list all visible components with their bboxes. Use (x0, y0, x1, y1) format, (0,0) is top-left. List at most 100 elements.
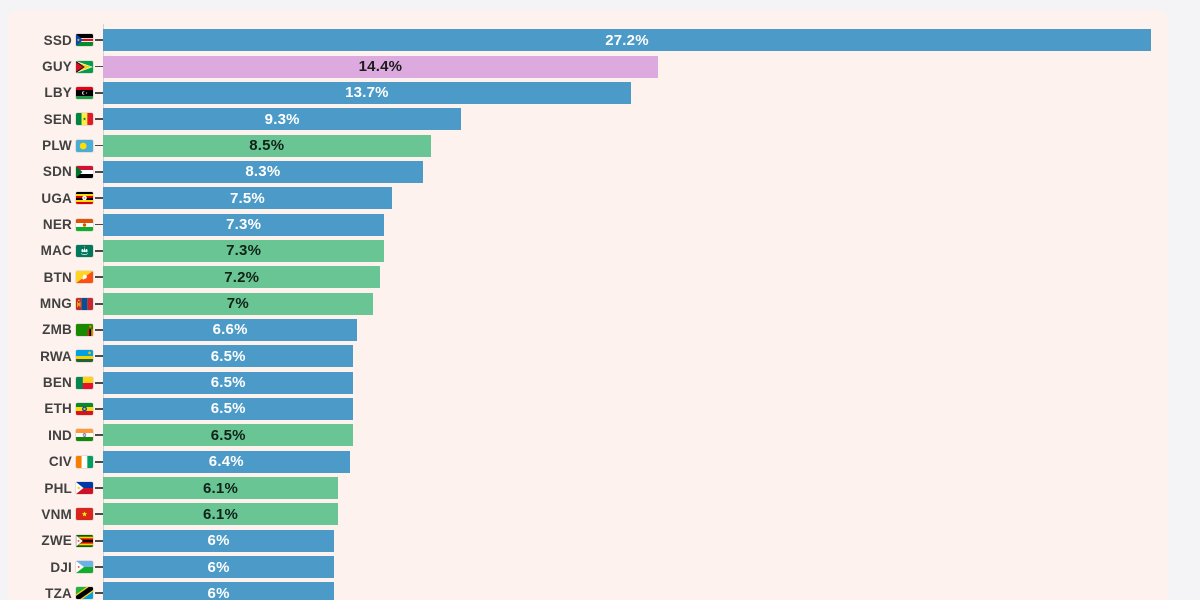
tick-mark-icon (95, 592, 103, 595)
category-label: GUY (42, 59, 72, 75)
bar[interactable]: 6.6% (103, 318, 358, 341)
tick-mark-icon (95, 434, 103, 437)
category-label-group: IND (8, 428, 103, 443)
tick-mark-icon (95, 197, 103, 200)
bar-value-label: 6.4% (208, 453, 244, 471)
bar-track: 6% (103, 529, 1151, 552)
bar[interactable]: 7% (103, 292, 373, 315)
bar-value-label: 8.5% (249, 137, 285, 155)
bar[interactable]: 6.5% (103, 424, 354, 447)
category-label: CIV (48, 454, 72, 470)
bar-track: 8.5% (103, 134, 1151, 157)
tick-mark-icon (95, 276, 103, 279)
bar[interactable]: 7.5% (103, 187, 392, 210)
category-label-group: UGA (8, 191, 103, 206)
category-label: BEN (42, 375, 72, 391)
bar-value-label: 27.2% (605, 31, 649, 49)
tick-mark-icon (95, 250, 103, 252)
bar[interactable]: 6.1% (103, 477, 339, 500)
bar-track: 14.4% (103, 55, 1151, 78)
bar[interactable]: 6.1% (103, 503, 339, 526)
flag-mac-icon (76, 244, 93, 257)
chart-card: SSD 27.2% GUY 14.4% LBY (8, 10, 1168, 600)
flag-lby-icon (76, 86, 93, 99)
bar-value-label: 6.5% (210, 374, 246, 392)
chart-row: MAC 7.3% (8, 238, 1168, 264)
bar-value-label: 7.3% (226, 242, 262, 260)
chart-row: VNM 6.1% (8, 501, 1168, 527)
chart-row: ETH 6.5% (8, 396, 1168, 422)
tick-mark-icon (95, 170, 103, 173)
bar[interactable]: 6.5% (103, 371, 354, 394)
category-label-group: CIV (8, 454, 103, 469)
chart-row: PLW 8.5% (8, 132, 1168, 158)
category-label: ZWE (41, 533, 72, 549)
bar[interactable]: 7.3% (103, 239, 385, 262)
chart-row: MNG 7% (8, 290, 1168, 316)
tick-mark-icon (95, 39, 103, 42)
tick-mark-icon (95, 329, 103, 331)
chart-row: SEN 9.3% (8, 106, 1168, 132)
bar[interactable]: 6% (103, 582, 335, 600)
chart-row: CIV 6.4% (8, 449, 1168, 475)
bar[interactable]: 9.3% (103, 108, 462, 131)
category-label-group: LBY (8, 85, 103, 100)
bar-track: 6.5% (103, 371, 1151, 394)
category-label-group: BTN (8, 270, 103, 285)
bar-track: 27.2% (103, 29, 1151, 52)
chart-row: PHL 6.1% (8, 475, 1168, 501)
bar[interactable]: 7.3% (103, 213, 385, 236)
tick-mark-icon (95, 381, 103, 384)
bar-value-label: 6% (207, 558, 230, 576)
tick-mark-icon (95, 223, 103, 226)
flag-sen-icon (76, 113, 93, 126)
chart-row: BTN 7.2% (8, 264, 1168, 290)
category-label: ETH (44, 401, 72, 417)
category-label-group: MNG (8, 296, 103, 311)
chart-row: ZWE 6% (8, 528, 1168, 554)
tick-mark-icon (95, 118, 103, 121)
bar-track: 8.3% (103, 160, 1151, 183)
flag-civ-icon (76, 455, 93, 468)
bar-value-label: 7.5% (229, 189, 265, 207)
flag-plw-icon (76, 139, 93, 152)
bar-track: 6.1% (103, 477, 1151, 500)
bar[interactable]: 6.4% (103, 450, 350, 473)
bar-value-label: 6.5% (210, 426, 246, 444)
bar[interactable]: 14.4% (103, 55, 658, 78)
category-label-group: ZWE (8, 533, 103, 548)
bar-value-label: 6.6% (212, 321, 248, 339)
bar-value-label: 7.3% (226, 216, 262, 234)
tick-mark-icon (95, 144, 103, 147)
category-label-group: PLW (8, 138, 103, 153)
flag-mng-icon (76, 297, 93, 310)
bar[interactable]: 7.2% (103, 266, 381, 289)
bar-value-label: 6.5% (210, 400, 246, 418)
flag-zwe-icon (76, 534, 93, 547)
tick-mark-icon (95, 566, 103, 568)
bar-track: 13.7% (103, 81, 1151, 104)
bar[interactable]: 6.5% (103, 397, 354, 420)
category-label-group: MAC (8, 243, 103, 258)
bar[interactable]: 6.5% (103, 345, 354, 368)
bar-value-label: 7% (226, 295, 249, 313)
bar[interactable]: 8.5% (103, 134, 431, 157)
bar-track: 6% (103, 582, 1151, 600)
bar-track: 6% (103, 556, 1151, 579)
bar-track: 6.5% (103, 424, 1151, 447)
bar-value-label: 6.5% (210, 347, 246, 365)
bar[interactable]: 13.7% (103, 81, 631, 104)
category-label: MNG (39, 296, 72, 312)
category-label-group: BEN (8, 375, 103, 390)
bar-track: 6.4% (103, 450, 1151, 473)
bar[interactable]: 8.3% (103, 160, 423, 183)
bar[interactable]: 6% (103, 529, 335, 552)
bar[interactable]: 27.2% (103, 29, 1151, 52)
category-label: VNM (41, 506, 72, 522)
bar-track: 6.5% (103, 397, 1151, 420)
bar-track: 6.6% (103, 318, 1151, 341)
bar[interactable]: 6% (103, 556, 335, 579)
flag-uga-icon (76, 192, 93, 205)
tick-mark-icon (95, 355, 103, 358)
